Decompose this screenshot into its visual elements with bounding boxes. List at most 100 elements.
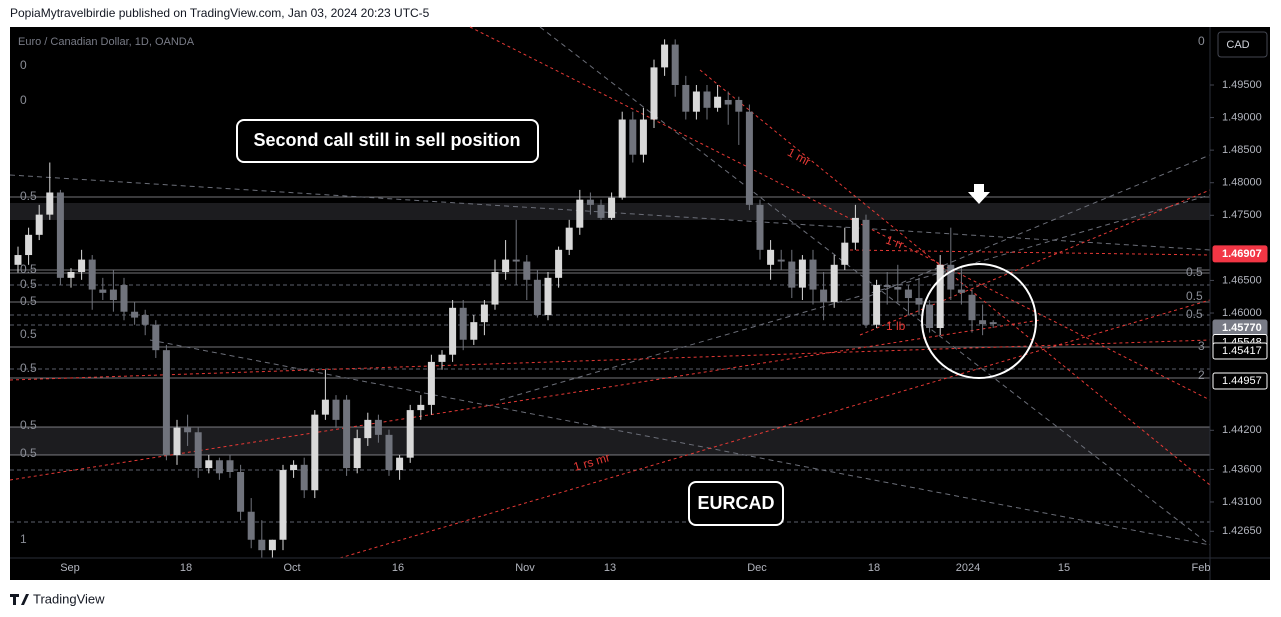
- annotation: EURCAD: [697, 493, 774, 513]
- price-badge: [1212, 372, 1268, 390]
- trend-line: [9, 339, 1211, 381]
- fib-label: 0.5: [20, 189, 37, 203]
- candle-body: [491, 271, 499, 305]
- candle-body: [862, 219, 870, 325]
- price-ticks: 1.49500 1.49000 1.48500 1.48000 1.47500 1.465…: [1210, 79, 1268, 537]
- candle-body: [247, 511, 255, 540]
- time-tick-label: Oct: [283, 562, 300, 574]
- candle-body: [947, 264, 955, 290]
- time-tick-label: 16: [392, 562, 404, 574]
- candle-body: [915, 298, 923, 305]
- fib-label: 0.5: [20, 294, 37, 308]
- candle-body: [46, 192, 54, 215]
- candle-body: [692, 91, 700, 112]
- candle-body: [300, 464, 308, 491]
- candle-body: [14, 255, 22, 265]
- candle-body: [56, 192, 64, 278]
- candle-body: [989, 322, 997, 325]
- candle-body: [830, 264, 838, 302]
- candle-body: [597, 204, 605, 218]
- logo-mark: [10, 594, 29, 605]
- candle-body: [109, 289, 117, 300]
- candle-body: [226, 460, 234, 472]
- time-tick-label: Dec: [747, 562, 767, 574]
- candle-body: [576, 199, 584, 228]
- candle-body: [194, 432, 202, 469]
- candle-body: [629, 119, 637, 155]
- currency[interactable]: CAD: [1226, 39, 1249, 51]
- candle-body: [936, 264, 944, 329]
- time-tick-label: 18: [180, 562, 192, 574]
- candle-body: [809, 259, 817, 290]
- candle-body: [184, 427, 192, 433]
- candle-body: [258, 539, 266, 551]
- fib-label: 0.5: [20, 418, 37, 432]
- candle-body: [661, 44, 669, 68]
- candle-body: [979, 320, 987, 325]
- candle-body: [533, 279, 541, 315]
- drawings: 0.5 0.5 0.5 0.5 0.5 0.5 0.5 0.5 0.5 0.5 …: [9, 26, 1211, 559]
- candle-body: [438, 354, 446, 362]
- price-badge-label: 1.46907: [1222, 248, 1262, 260]
- candle-body: [396, 457, 404, 471]
- candle-body: [777, 259, 785, 262]
- candle-body: [268, 539, 276, 551]
- candle-body: [883, 285, 891, 287]
- candle-body: [353, 438, 361, 469]
- candle-body: [586, 199, 594, 205]
- candle-body: [205, 460, 213, 469]
- candle-body: [523, 261, 531, 280]
- price-tick-label: 1.48000: [1222, 177, 1262, 189]
- candle-body: [131, 311, 139, 318]
- candle-body: [565, 227, 573, 250]
- candle-body: [788, 261, 796, 288]
- candle-body: [639, 119, 647, 155]
- fib-label: 0.5: [20, 361, 37, 375]
- candle-body: [650, 67, 658, 120]
- trend-line: [339, 299, 1211, 559]
- candle-body: [820, 289, 828, 302]
- fib-label: 0.5: [1186, 265, 1203, 279]
- candle-body: [343, 399, 351, 469]
- candle-body: [290, 464, 298, 471]
- fib-label: 0: [1198, 34, 1205, 48]
- currency-button[interactable]: [1217, 31, 1268, 58]
- candle-body: [120, 285, 128, 312]
- price-axis: [1210, 27, 1270, 558]
- candle-body: [364, 419, 372, 439]
- fib-label: 0.5: [20, 277, 37, 291]
- fib-label: 0.5: [1186, 307, 1203, 321]
- time-tick-label: Feb: [1192, 562, 1211, 574]
- price-badge: [1212, 342, 1268, 360]
- time-tick-label: 13: [604, 562, 616, 574]
- fib-label: 0.5: [1186, 289, 1203, 303]
- candle-body: [417, 404, 425, 411]
- candle-body: [957, 289, 965, 293]
- candle-body: [968, 294, 976, 321]
- candle-body: [173, 427, 181, 456]
- candle-body: [544, 277, 552, 315]
- candle-body: [459, 307, 467, 340]
- candle-body: [427, 361, 435, 405]
- price-tick-label: 1.44200: [1222, 424, 1262, 436]
- price-tick-label: 1.43100: [1222, 496, 1262, 508]
- candle-body: [682, 84, 690, 112]
- trend-line: [849, 249, 1211, 256]
- candle-body: [374, 419, 382, 435]
- candle-body: [841, 242, 849, 265]
- symbol: Euro / Canadian Dollar, 1D, OANDA: [18, 36, 195, 48]
- fib-label: 1: [20, 532, 27, 546]
- candle-body: [162, 350, 170, 456]
- trend-line: [499, 194, 1211, 401]
- time-tick-label: 18: [868, 562, 880, 574]
- candle-body: [88, 259, 96, 290]
- candle-body: [237, 471, 245, 512]
- candle-body: [724, 99, 732, 105]
- price-badge-label: 1.45417: [1222, 345, 1262, 357]
- annotation-box: [236, 119, 539, 163]
- candle-body: [904, 289, 912, 299]
- price-tick-label: 1.46500: [1222, 274, 1262, 286]
- trend-line: [859, 154, 1211, 301]
- price-badge-label: 1.44957: [1222, 375, 1262, 387]
- price-tick-label: 1.49500: [1222, 79, 1262, 91]
